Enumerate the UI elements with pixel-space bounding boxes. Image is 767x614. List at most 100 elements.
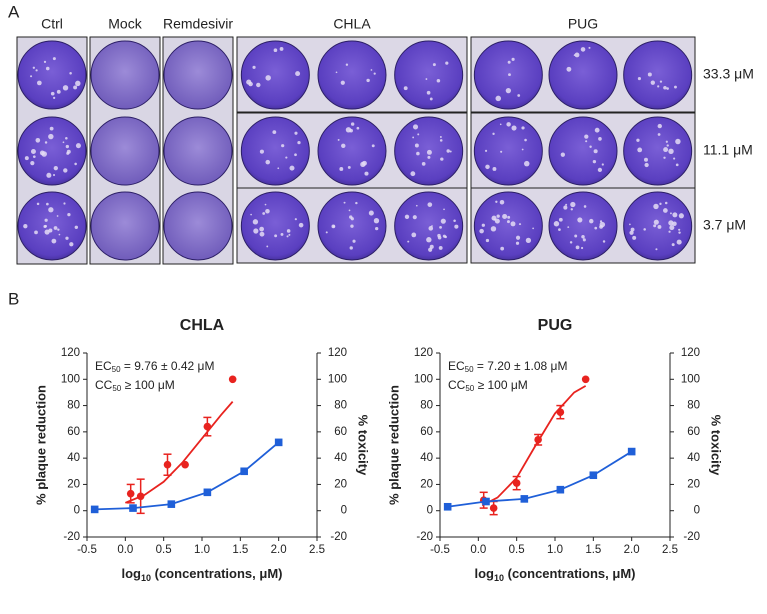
plaque (602, 240, 606, 243)
plaque (580, 47, 586, 52)
annotation-part: CC (95, 378, 113, 392)
plaque (350, 217, 354, 221)
plaque (672, 212, 678, 218)
plaque (371, 144, 375, 148)
plaque (659, 80, 663, 83)
plaque (281, 144, 285, 148)
plaque (63, 202, 66, 205)
plaque (655, 248, 658, 251)
plaque (36, 202, 40, 206)
plaque (426, 90, 431, 95)
plaque (668, 220, 674, 226)
x-axis-label: log10 (concentrations, μM) (475, 566, 636, 583)
plaque (653, 224, 657, 228)
data-point (482, 497, 490, 506)
data-point (627, 447, 636, 456)
plaque (431, 225, 433, 227)
well (17, 116, 87, 186)
plaque (492, 132, 495, 136)
column-label: Ctrl (41, 16, 63, 32)
plaque (52, 173, 56, 177)
plaque (566, 66, 572, 72)
data-point (90, 505, 99, 514)
well (163, 40, 233, 110)
annotation-part: CC (448, 378, 466, 392)
plaque (56, 215, 59, 217)
x-axis-label-part: log (122, 566, 142, 581)
plaque (345, 63, 349, 66)
plaque (403, 86, 408, 91)
plaque (48, 133, 54, 140)
plaque (412, 215, 417, 220)
plaque (373, 72, 376, 75)
plaque (563, 205, 568, 210)
concentration-label: 33.3 μM (703, 66, 754, 82)
plaque (360, 161, 366, 168)
x-tick-label: -0.5 (430, 544, 450, 556)
plaque (53, 226, 58, 230)
plaque (570, 208, 573, 211)
plaque (567, 226, 570, 229)
y-tick-label: 40 (420, 452, 433, 464)
well (394, 40, 464, 110)
y2-tick-label: 20 (687, 478, 700, 490)
plaque (492, 167, 497, 171)
plaque (62, 141, 65, 144)
plaque (46, 202, 49, 206)
y2-axis-label: % toxicity (709, 415, 724, 476)
plaque (573, 54, 576, 56)
plaque (663, 156, 666, 159)
x-tick-label: 2.0 (624, 544, 640, 556)
plaque (629, 223, 631, 226)
y2-tick-label: 20 (334, 478, 347, 490)
plaque (524, 138, 527, 142)
plaque (421, 162, 426, 166)
well (394, 191, 464, 261)
plaque (368, 210, 374, 216)
plaque (248, 81, 253, 87)
plaque (594, 226, 598, 230)
plaque (32, 155, 36, 158)
plaque (279, 47, 284, 51)
plaque (589, 218, 594, 224)
plaque (506, 122, 511, 127)
plaque (494, 218, 500, 224)
plaque (515, 235, 521, 240)
plaque (560, 152, 565, 157)
well (623, 40, 693, 110)
plaque (48, 207, 54, 213)
series-line (481, 385, 587, 507)
y2-tick-label: 100 (681, 373, 700, 385)
y2-tick-label: 60 (334, 426, 347, 438)
plaque (44, 229, 50, 235)
x-tick-label: 1.5 (232, 544, 248, 556)
y-tick-label: -20 (416, 531, 433, 543)
plaque (670, 212, 672, 215)
y-tick-label: 40 (67, 452, 80, 464)
plaque (265, 159, 271, 165)
data-point (520, 495, 529, 503)
plaque (67, 213, 71, 217)
annotation-part: 50 (112, 384, 121, 393)
plaque (44, 141, 48, 144)
concentration-label: 11.1 μM (703, 142, 753, 158)
well (90, 116, 160, 186)
plaque (588, 46, 591, 49)
plaque (75, 80, 81, 87)
plaque (637, 77, 641, 81)
plaque (446, 149, 450, 153)
plaque (675, 138, 681, 145)
chart: PUG -20 0 20 40 60 80 100 120 -20 0 20 40 60 80 100 120 -… (386, 317, 723, 583)
plaque (518, 223, 522, 226)
well (90, 40, 160, 110)
plaque (298, 222, 304, 228)
plaque (412, 136, 415, 139)
plaque (69, 242, 74, 247)
plaque (574, 52, 580, 58)
annotation: CC50 ≥ 100 μM (448, 378, 528, 393)
plaque (653, 203, 659, 210)
plaque (508, 73, 511, 77)
data-point (556, 485, 565, 494)
x-axis-label-part: 10 (494, 573, 504, 583)
